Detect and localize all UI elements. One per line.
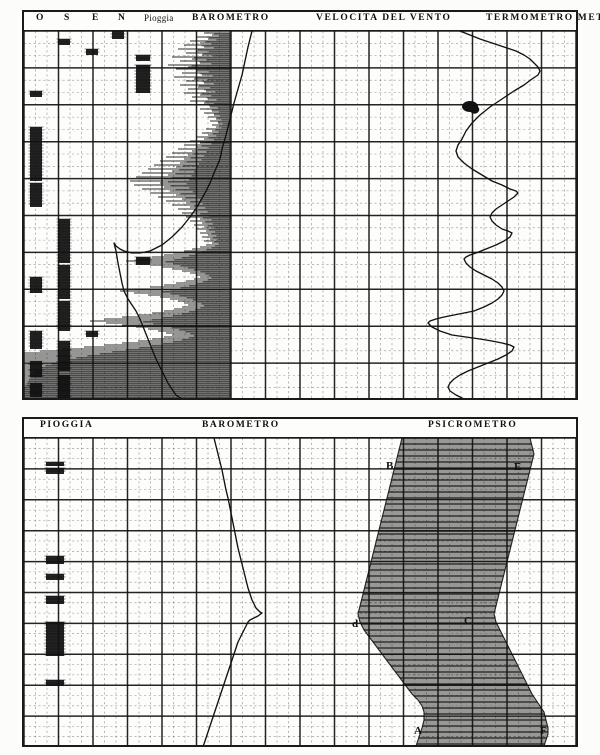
- bottom-panel-svg: [24, 438, 576, 745]
- grid-ruling: [24, 31, 576, 398]
- header-label: PSICROMETRO: [428, 420, 518, 430]
- trace-pioggia-marks: [134, 54, 152, 265]
- top-chart-panel: O S E N Pioggia BAROMETRO VELOCITA DEL VENTO TE…: [22, 10, 600, 400]
- bottom-panel-header: PIOGGIA BAROMETRO PSICROMETRO: [24, 419, 576, 438]
- header-label: BAROMETRO: [192, 13, 270, 23]
- header-label: E: [92, 13, 100, 23]
- trace-ink-blot: [462, 101, 480, 114]
- trace-termometro-metallico: [427, 31, 541, 398]
- psychrometer-marker: d: [352, 618, 359, 630]
- psychrometer-marker: F: [540, 725, 547, 737]
- header-label: PIOGGIA: [40, 420, 94, 430]
- trace-wind-direction-E: [84, 48, 100, 337]
- header-label: Pioggia: [144, 13, 174, 23]
- trace-barometro: [202, 438, 263, 745]
- psychrometer-marker: B: [386, 460, 394, 472]
- trace-wind-direction-N: [110, 31, 126, 39]
- trace-velocita-del-vento: [24, 31, 231, 398]
- grid-ruling: [24, 438, 576, 745]
- header-label: S: [64, 13, 71, 23]
- header-label: N: [118, 13, 127, 23]
- header-label: TERMOMETRO METALLICO: [486, 13, 600, 23]
- trace-pioggia-marks: [44, 461, 66, 686]
- psychrometer-marker: A: [414, 725, 422, 737]
- header-label: BAROMETRO: [202, 420, 280, 430]
- top-panel-header: O S E N Pioggia BAROMETRO VELOCITA DEL VENTO TE…: [24, 12, 600, 31]
- psychrometer-marker: C: [464, 615, 472, 627]
- psychrometer-marker: E: [514, 461, 522, 473]
- header-label: VELOCITA DEL VENTO: [316, 13, 452, 23]
- header-label: O: [36, 13, 45, 23]
- top-panel-plot: [24, 31, 576, 398]
- trace-psicrometro-band: [357, 438, 549, 745]
- top-panel-svg: [24, 31, 576, 398]
